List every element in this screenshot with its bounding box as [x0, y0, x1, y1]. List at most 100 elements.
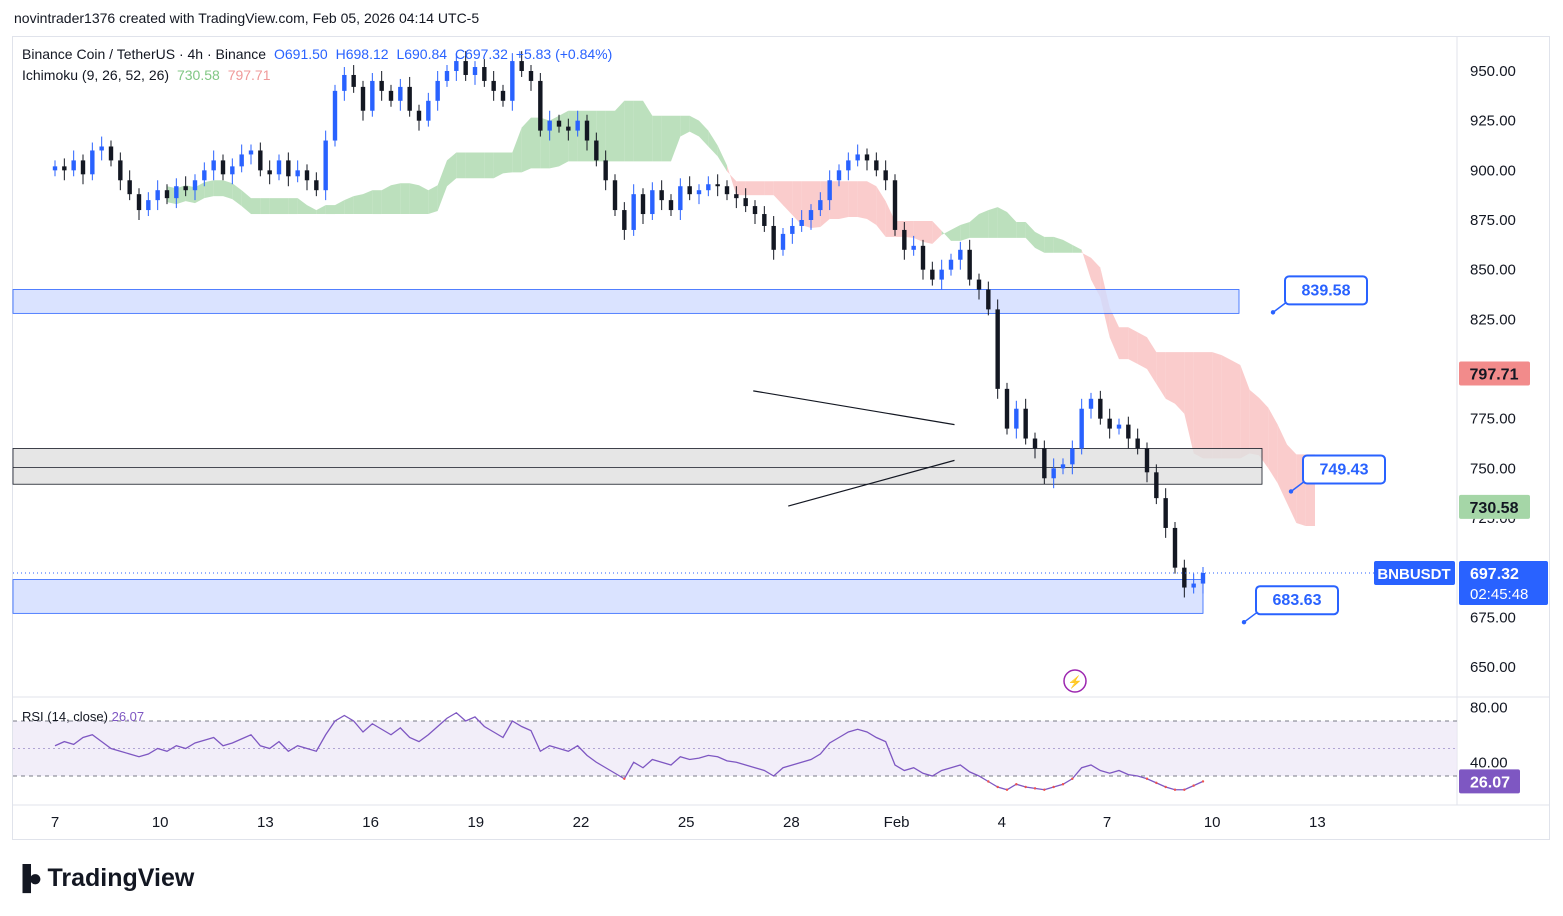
cloud-segment — [1137, 332, 1147, 369]
cloud-segment — [615, 100, 625, 162]
candle-body — [510, 61, 515, 101]
time-tick-label: 7 — [1103, 814, 1111, 831]
cloud-segment — [848, 181, 858, 218]
candle-body — [836, 170, 842, 181]
cloud-segment — [521, 117, 531, 173]
cloud-segment — [1119, 327, 1129, 360]
cloud-segment — [1277, 424, 1287, 504]
candle-body — [603, 160, 608, 181]
rsi-oversold-point — [996, 785, 999, 789]
candle-body — [248, 150, 254, 155]
indicator-name: Ichimoku (9, 26, 52, 26) — [22, 67, 170, 83]
rsi-tick-label: 80.00 — [1470, 699, 1508, 716]
candle-body — [799, 220, 804, 226]
cloud-segment — [876, 186, 886, 237]
candle-body — [202, 170, 207, 181]
cloud-segment — [829, 181, 839, 220]
candle-body — [995, 309, 1000, 389]
tradingview-logo[interactable]: ▐● TradingView — [14, 864, 194, 893]
cloud-segment — [167, 186, 177, 205]
time-tick-label: 10 — [1204, 814, 1221, 831]
cloud-segment — [643, 100, 653, 162]
cloud-segment — [708, 130, 718, 157]
candle-body — [1014, 408, 1019, 429]
candle-body — [668, 200, 674, 211]
candle-body — [342, 74, 347, 91]
candle-body — [575, 120, 580, 131]
symbol-title: Binance Coin / TetherUS · 4h · Binance — [22, 46, 267, 62]
candle-body — [1135, 438, 1140, 449]
candle-body — [1088, 398, 1094, 409]
cloud-segment — [867, 181, 877, 225]
time-tick-label: 10 — [152, 814, 169, 831]
candle-body — [230, 166, 235, 175]
rsi-line — [54, 711, 1204, 791]
cloud-segment — [1231, 360, 1241, 459]
candle-body — [1004, 388, 1010, 429]
cloud-segment — [997, 207, 1007, 238]
last-price-text: 697.32 — [1470, 566, 1519, 583]
candle-body — [351, 74, 356, 87]
tradingview-logo-text: TradingView — [47, 864, 195, 892]
rsi-oversold-point — [1071, 777, 1074, 780]
candle-body — [1060, 464, 1066, 469]
candle-body — [379, 80, 384, 91]
candle-body — [1191, 583, 1196, 588]
candle-body — [631, 194, 636, 230]
rsi-oversold-point — [1015, 783, 1018, 786]
cloud-segment — [409, 183, 419, 215]
time-tick-label: 28 — [783, 814, 800, 831]
candle-body — [52, 166, 58, 171]
candle-body — [444, 71, 450, 81]
candle-body — [323, 140, 328, 191]
candle-body — [556, 120, 562, 127]
candle-body — [892, 180, 898, 230]
cloud-segment — [1175, 352, 1185, 414]
cloud-segment — [428, 185, 438, 215]
candle-body — [220, 160, 226, 175]
candle-body — [398, 86, 403, 101]
callout-label: 683.63 — [1273, 592, 1322, 609]
price-tick-label: 650.00 — [1470, 659, 1516, 676]
cloud-segment — [260, 198, 270, 215]
candle-body — [752, 206, 758, 215]
candle-body — [388, 90, 394, 101]
cloud-segment — [951, 224, 961, 241]
price-tag-red — [1459, 361, 1530, 386]
cloud-segment — [484, 152, 494, 179]
cloud-segment — [1007, 212, 1017, 238]
rsi-oversold-point — [1164, 785, 1167, 789]
time-tick-label: 16 — [362, 814, 379, 831]
time-tick-label: 7 — [51, 814, 59, 831]
cloud-segment — [857, 181, 867, 220]
legend-open: O691.50 — [274, 46, 328, 62]
cloud-segment — [549, 115, 559, 169]
candle-body — [734, 194, 739, 199]
time-tick-label: 4 — [998, 814, 1006, 831]
rsi-value: 26.07 — [111, 709, 145, 724]
cloud-segment — [1128, 327, 1138, 365]
candle-body — [1107, 418, 1112, 429]
candle-body — [1051, 468, 1056, 479]
cloud-segment — [512, 127, 522, 173]
candle-body — [127, 180, 132, 195]
chart-caption: novintrader1376 created with TradingView… — [14, 10, 480, 26]
legend-close: C697.32 — [454, 46, 508, 62]
cloud-segment — [437, 160, 447, 212]
callout-label: 749.43 — [1320, 461, 1369, 478]
cloud-segment — [559, 110, 569, 167]
rsi-value-tag-text: 26.07 — [1470, 774, 1510, 791]
candle-body — [640, 194, 646, 215]
candle-body — [594, 140, 599, 161]
candle-body — [1116, 424, 1122, 429]
candle-body — [1144, 448, 1150, 473]
price-tag-text: 730.58 — [1470, 500, 1519, 517]
cloud-segment — [745, 181, 755, 196]
candle-body — [818, 200, 823, 211]
candle-body — [958, 249, 963, 260]
candle-body — [276, 160, 282, 175]
rsi-oversold-point — [1033, 787, 1037, 790]
candle-body — [1172, 527, 1178, 568]
cloud-segment — [185, 185, 195, 204]
